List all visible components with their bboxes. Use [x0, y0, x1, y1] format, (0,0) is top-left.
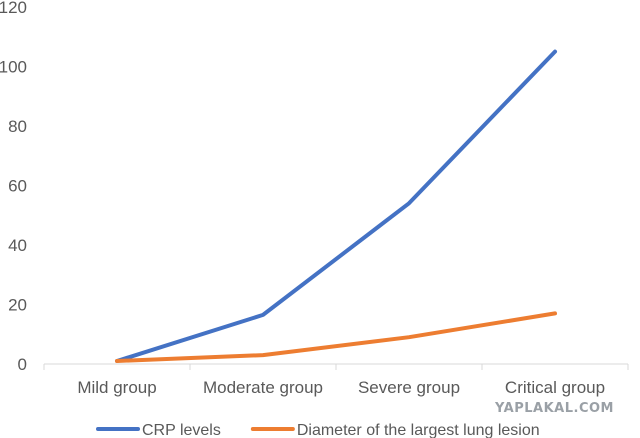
x-tick-label: Mild group — [77, 378, 156, 397]
y-tick-label: 120 — [0, 0, 27, 17]
series-layer — [115, 49, 557, 363]
x-axis-tick-marks — [43, 364, 629, 370]
x-tick-label: Severe group — [358, 378, 460, 397]
x-axis-labels: Mild group Moderate group Severe group Crit… — [77, 378, 605, 397]
y-tick-label: 0 — [18, 355, 27, 374]
y-tick-label: 80 — [8, 117, 27, 136]
y-tick-label: 100 — [0, 58, 27, 77]
x-tick-label: Moderate group — [203, 378, 323, 397]
legend-label-2: Diameter of the largest lung lesion — [297, 422, 540, 438]
series-line-1 — [115, 49, 557, 363]
y-tick-label: 20 — [8, 296, 27, 315]
y-axis-ticks: 0 20 40 60 80 100 120 — [0, 0, 27, 374]
y-tick-label: 60 — [8, 177, 27, 196]
legend: CRP levels Diameter of the largest lung l… — [96, 422, 540, 438]
y-tick-label: 40 — [8, 236, 27, 255]
watermark-text: YAPLAKAL.COM — [494, 401, 614, 416]
series-line-2 — [115, 311, 557, 363]
x-tick-label: Critical group — [505, 378, 605, 397]
legend-label-1: CRP levels — [142, 422, 221, 438]
